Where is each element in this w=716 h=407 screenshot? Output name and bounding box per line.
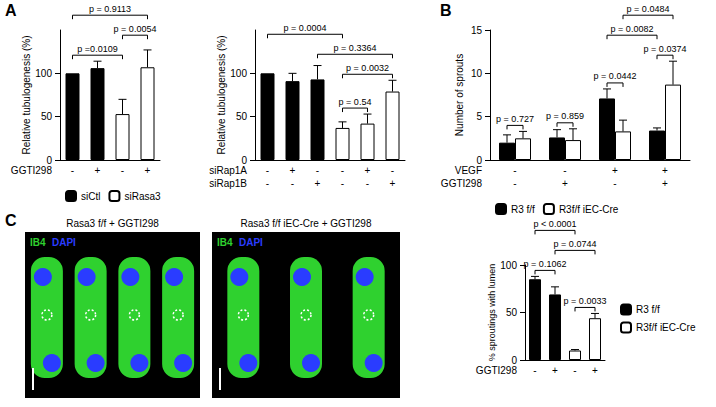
svg-text:R3 f/f: R3 f/f: [511, 204, 535, 215]
svg-text:p = 0.0082: p = 0.0082: [611, 24, 654, 34]
svg-text:-: -: [533, 365, 536, 376]
svg-text:p = 0.0484: p = 0.0484: [627, 4, 670, 14]
svg-text:p =0.0109: p =0.0109: [77, 44, 117, 54]
svg-text:Relative tubulogenesis (%): Relative tubulogenesis (%): [216, 36, 227, 155]
svg-text:+: +: [552, 365, 558, 376]
svg-text:-: -: [573, 365, 576, 376]
svg-text:GGTI298: GGTI298: [476, 365, 518, 376]
svg-text:IB4: IB4: [217, 237, 233, 248]
svg-text:R3f/f iEC-Cre: R3f/f iEC-Cre: [559, 204, 619, 215]
svg-text:0: 0: [476, 155, 482, 166]
svg-text:p = 0.0033: p = 0.0033: [564, 296, 607, 306]
svg-text:p < 0.0001: p < 0.0001: [534, 219, 577, 229]
svg-text:+: +: [662, 178, 668, 189]
svg-text:+: +: [662, 165, 668, 176]
svg-text:-: -: [341, 165, 344, 176]
svg-text:+: +: [290, 165, 296, 176]
svg-text:B: B: [440, 2, 452, 19]
svg-text:-: -: [291, 178, 294, 189]
svg-text:-: -: [513, 165, 516, 176]
svg-text:p = 0.859: p = 0.859: [546, 111, 584, 121]
svg-text:0: 0: [46, 155, 52, 166]
svg-text:p = 0.9113: p = 0.9113: [89, 4, 131, 14]
svg-text:+: +: [592, 365, 598, 376]
svg-text:-: -: [121, 165, 124, 176]
svg-text:Rasa3 f/f + GGTI298: Rasa3 f/f + GGTI298: [66, 218, 159, 229]
svg-text:R3 f/f: R3 f/f: [636, 304, 660, 315]
svg-text:100: 100: [230, 68, 247, 79]
svg-text:-: -: [266, 178, 269, 189]
svg-text:p = 0.0374: p = 0.0374: [644, 44, 687, 54]
svg-text:50: 50: [41, 111, 53, 122]
svg-text:50: 50: [236, 111, 248, 122]
svg-text:p = 0.727: p = 0.727: [496, 114, 534, 124]
svg-text:+: +: [95, 165, 101, 176]
svg-text:% sproutings with lumen: % sproutings with lumen: [487, 264, 497, 362]
svg-text:100: 100: [500, 260, 517, 271]
svg-text:0: 0: [511, 355, 517, 366]
svg-text:+: +: [390, 178, 396, 189]
svg-text:+: +: [145, 165, 151, 176]
svg-text:DAPI: DAPI: [239, 237, 263, 248]
svg-text:-: -: [316, 165, 319, 176]
svg-text:siRap1A: siRap1A: [209, 165, 247, 176]
svg-text:-: -: [513, 178, 516, 189]
svg-text:5: 5: [476, 111, 482, 122]
svg-text:Number of sprouts: Number of sprouts: [454, 54, 465, 136]
svg-text:p = 0.0032: p = 0.0032: [346, 63, 389, 73]
svg-text:-: -: [366, 178, 369, 189]
svg-text:50: 50: [506, 307, 518, 318]
svg-text:+: +: [612, 165, 618, 176]
svg-text:-: -: [391, 165, 394, 176]
svg-text:p = 0.54: p = 0.54: [339, 97, 372, 107]
svg-text:p = 0.0442: p = 0.0442: [594, 71, 637, 81]
svg-text:C: C: [5, 212, 17, 229]
svg-text:p = 0.0054: p = 0.0054: [114, 24, 157, 34]
svg-text:+: +: [315, 178, 321, 189]
svg-text:GGTI298: GGTI298: [11, 165, 53, 176]
svg-text:p = 0.3364: p = 0.3364: [334, 43, 377, 53]
svg-text:siRasa3: siRasa3: [124, 191, 161, 202]
svg-text:-: -: [563, 165, 566, 176]
svg-text:Relative tubulogenesis (%): Relative tubulogenesis (%): [21, 36, 32, 155]
svg-text:VEGF: VEGF: [455, 165, 482, 176]
svg-text:p = 0.0744: p = 0.0744: [554, 239, 597, 249]
svg-text:10: 10: [471, 68, 483, 79]
svg-text:-: -: [71, 165, 74, 176]
svg-text:siCtl: siCtl: [81, 191, 100, 202]
svg-text:IB4: IB4: [30, 237, 46, 248]
svg-text:DAPI: DAPI: [52, 237, 76, 248]
svg-text:-: -: [266, 165, 269, 176]
svg-text:15: 15: [471, 25, 483, 36]
svg-text:0: 0: [241, 155, 247, 166]
svg-text:-: -: [613, 178, 616, 189]
svg-text:Rasa3 f/f iEC-Cre + GGTI298: Rasa3 f/f iEC-Cre + GGTI298: [241, 218, 372, 229]
svg-text:R3f/f iEC-Cre: R3f/f iEC-Cre: [636, 322, 696, 333]
svg-text:A: A: [5, 2, 17, 19]
svg-text:p = 0.1062: p = 0.1062: [524, 259, 567, 269]
svg-text:GGTI298: GGTI298: [441, 178, 483, 189]
svg-text:-: -: [341, 178, 344, 189]
svg-text:siRap1B: siRap1B: [209, 178, 247, 189]
svg-text:100: 100: [35, 68, 52, 79]
svg-text:+: +: [365, 165, 371, 176]
svg-text:+: +: [562, 178, 568, 189]
svg-text:p = 0.0004: p = 0.0004: [284, 23, 327, 33]
